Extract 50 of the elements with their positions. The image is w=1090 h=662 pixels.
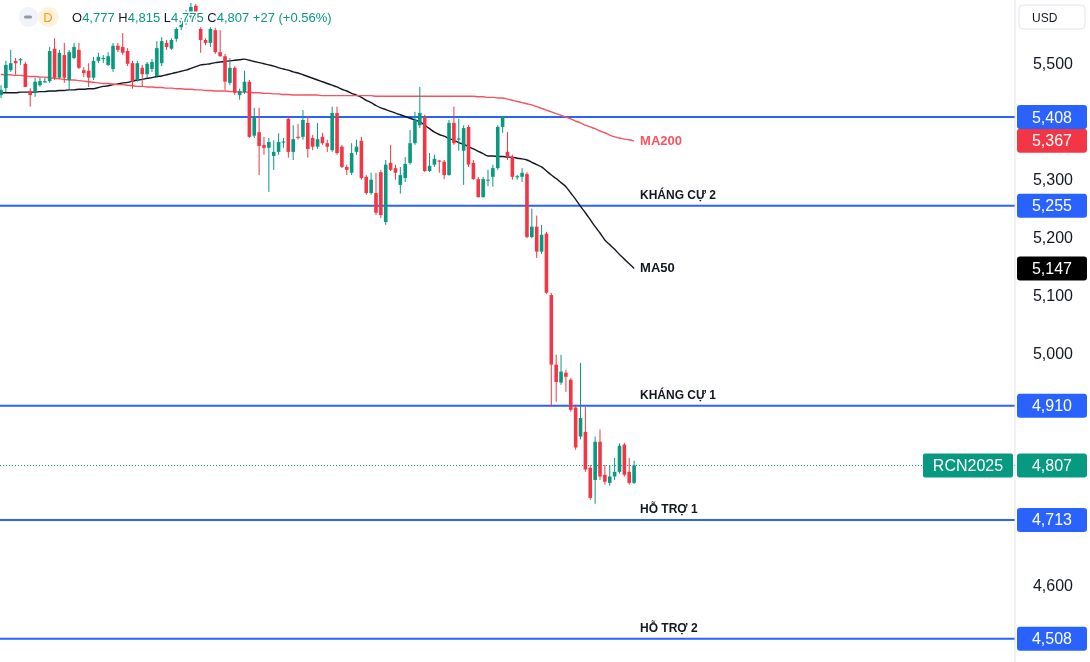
ref-line-label: HỖ TRỢ 2 bbox=[640, 619, 698, 635]
y-tick-label: 5,255 bbox=[1031, 197, 1073, 215]
candlestick bbox=[607, 464, 612, 487]
y-tick-label: 5,367 bbox=[1031, 132, 1073, 150]
y-tick-label: 5,200 bbox=[1032, 229, 1074, 247]
candlestick bbox=[267, 137, 271, 193]
candlestick bbox=[77, 42, 81, 70]
ref-line-label: KHÁNG CỰ 2 bbox=[640, 186, 717, 202]
candlestick bbox=[0, 84, 3, 99]
candlestick bbox=[408, 129, 412, 166]
candlestick bbox=[564, 369, 568, 393]
candlestick bbox=[554, 354, 558, 403]
y-tick-label: 5,147 bbox=[1031, 259, 1073, 277]
candlestick bbox=[28, 87, 33, 108]
series-label: MA50 bbox=[640, 260, 675, 276]
ref-line-label: HỖ TRỢ 1 bbox=[640, 500, 698, 516]
text: USD bbox=[1032, 11, 1058, 25]
y-tick-label: 4,807 bbox=[1031, 456, 1073, 474]
y-tick-label: 5,500 bbox=[1032, 55, 1074, 73]
candlestick bbox=[140, 64, 145, 88]
y-tick-label: 4,713 bbox=[1031, 511, 1073, 529]
candlestick bbox=[271, 139, 276, 171]
candlestick bbox=[491, 164, 495, 188]
y-tick-label: 5,408 bbox=[1031, 108, 1073, 126]
candlestick bbox=[403, 156, 408, 183]
candlestick bbox=[218, 29, 222, 58]
candlestick bbox=[252, 107, 257, 139]
y-tick-label: 4,910 bbox=[1031, 397, 1073, 415]
candlestick bbox=[301, 109, 305, 141]
annotation: D bbox=[43, 10, 53, 25]
y-tick-label: 5,100 bbox=[1032, 287, 1074, 305]
y-tick-label: 4,600 bbox=[1032, 576, 1074, 594]
ref-line-label: KHÁNG CỰ 1 bbox=[640, 386, 717, 402]
candlestick bbox=[228, 57, 232, 86]
series-label: MA200 bbox=[640, 132, 683, 148]
candlestick bbox=[296, 123, 300, 141]
line-series bbox=[0, 58, 635, 270]
candlestick bbox=[530, 208, 534, 239]
y-tick-label: 5,000 bbox=[1032, 345, 1074, 363]
y-tick-label: 5,300 bbox=[1032, 171, 1074, 189]
candlestick bbox=[476, 176, 481, 199]
candlestick bbox=[456, 118, 461, 152]
candlestick bbox=[559, 354, 563, 386]
candlestick bbox=[442, 159, 446, 180]
candlestick bbox=[291, 124, 295, 161]
candlestick bbox=[452, 106, 456, 146]
ref-line-label: RCN2025 bbox=[932, 456, 1004, 474]
y-tick-label: 4,508 bbox=[1031, 630, 1073, 648]
candlestick bbox=[213, 27, 218, 55]
candlestick bbox=[369, 172, 373, 196]
